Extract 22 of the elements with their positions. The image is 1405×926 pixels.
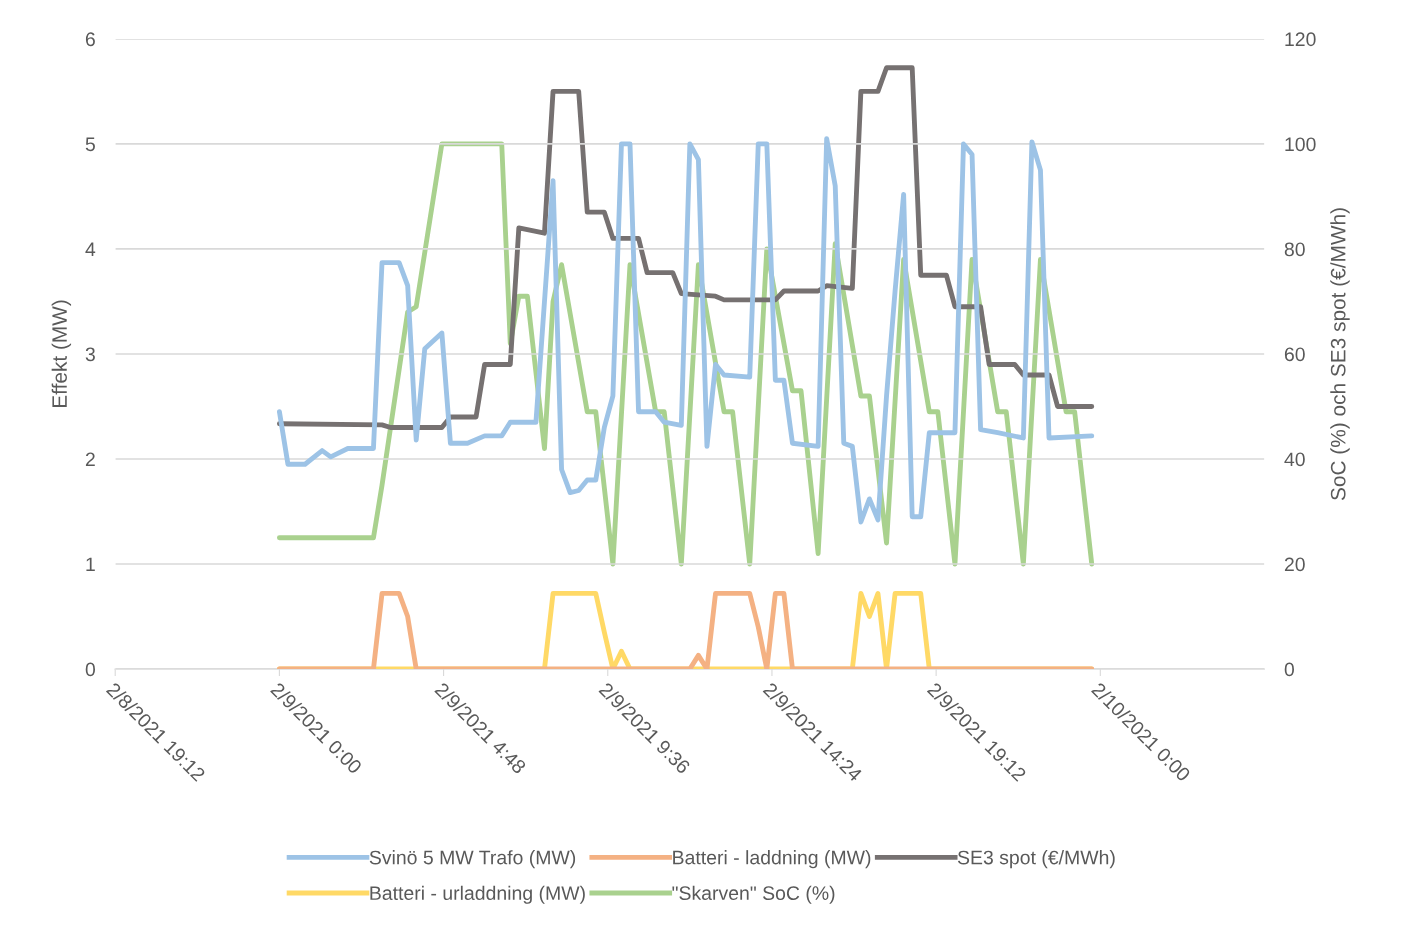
line-series [276,65,1095,430]
y-tick-label: 5 [85,137,95,152]
y2-tick-label: 40 [1284,452,1305,467]
legend-label: Batteri - laddning (MW) [673,850,871,869]
y-tick-label: 6 [85,32,95,47]
y-tick-label: 1 [86,557,95,572]
y2-tick-label: 0 [1284,662,1294,677]
y-tick-label: 4 [85,242,96,256]
legend-label: Svinö 5 MW Trafo (MW) [369,850,576,869]
y2-tick-label: 100 [1285,137,1316,152]
y-tick-label: 0 [85,662,96,677]
legend-label: Batteri - urladdning (MW) [370,885,585,904]
y2-tick-label: 80 [1284,242,1305,257]
y2-tick-label: 120 [1285,32,1316,47]
y2-axis-title: SoC (%) och SE3 spot (€/MWh) [1330,208,1350,501]
y-tick-label: 2 [85,452,95,467]
y-tick-label: 3 [85,347,95,362]
legend-label: SE3 spot (€/MWh) [957,850,1115,869]
y2-tick-label: 20 [1284,557,1305,572]
y2-tick-label: 60 [1284,347,1305,362]
legend-label: "Skarven" SoC (%) [672,885,835,904]
y-axis-title: Effekt (MW) [51,300,72,408]
